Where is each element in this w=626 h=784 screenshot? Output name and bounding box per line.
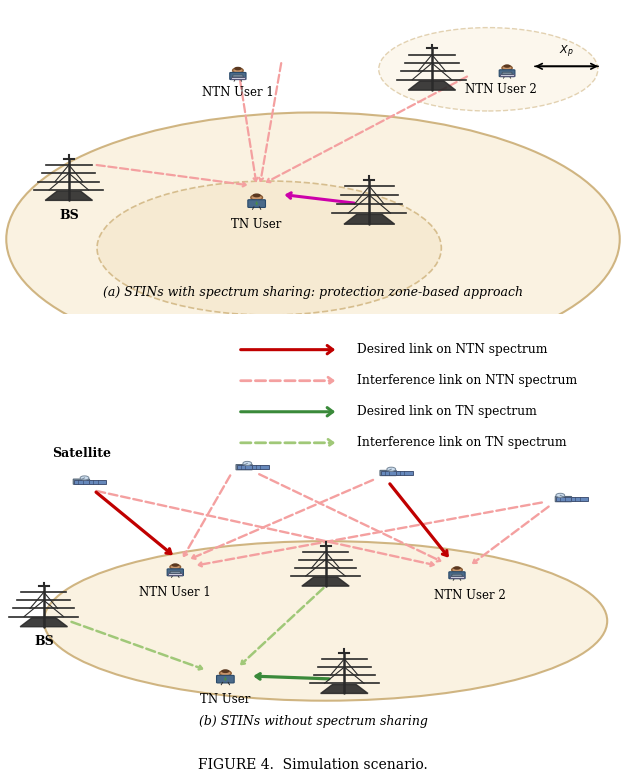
Circle shape bbox=[170, 564, 180, 569]
FancyBboxPatch shape bbox=[449, 572, 465, 579]
FancyBboxPatch shape bbox=[555, 496, 572, 502]
Circle shape bbox=[503, 64, 511, 67]
Text: NTN User 2: NTN User 2 bbox=[434, 589, 505, 602]
FancyBboxPatch shape bbox=[252, 465, 269, 469]
Text: $X_p$: $X_p$ bbox=[559, 44, 574, 60]
Ellipse shape bbox=[379, 27, 598, 111]
Polygon shape bbox=[232, 75, 244, 77]
Text: Desired link on NTN spectrum: Desired link on NTN spectrum bbox=[357, 343, 547, 356]
Text: NTN User 1: NTN User 1 bbox=[202, 85, 274, 99]
Ellipse shape bbox=[97, 181, 441, 315]
Text: FIGURE 4.  Simulation scenario.: FIGURE 4. Simulation scenario. bbox=[198, 758, 428, 772]
FancyBboxPatch shape bbox=[237, 465, 254, 469]
Circle shape bbox=[221, 670, 230, 673]
Polygon shape bbox=[344, 214, 395, 224]
Circle shape bbox=[251, 194, 262, 201]
Circle shape bbox=[502, 66, 512, 71]
Ellipse shape bbox=[6, 113, 620, 365]
FancyBboxPatch shape bbox=[248, 200, 265, 208]
Circle shape bbox=[80, 476, 89, 480]
Circle shape bbox=[252, 194, 261, 198]
Circle shape bbox=[234, 67, 242, 71]
Polygon shape bbox=[20, 618, 68, 626]
Text: BS: BS bbox=[59, 209, 79, 223]
FancyBboxPatch shape bbox=[167, 569, 183, 575]
Ellipse shape bbox=[44, 541, 607, 701]
Text: NTN User 2: NTN User 2 bbox=[465, 83, 536, 96]
Polygon shape bbox=[451, 574, 463, 576]
Polygon shape bbox=[501, 72, 513, 74]
Circle shape bbox=[556, 493, 565, 497]
Text: (b) STINs without spectrum sharing: (b) STINs without spectrum sharing bbox=[198, 715, 428, 728]
FancyBboxPatch shape bbox=[381, 471, 398, 475]
Polygon shape bbox=[255, 201, 258, 205]
Circle shape bbox=[453, 566, 461, 570]
Text: TN User: TN User bbox=[232, 218, 282, 231]
Polygon shape bbox=[321, 684, 368, 694]
Circle shape bbox=[451, 568, 462, 572]
Circle shape bbox=[243, 461, 252, 466]
Polygon shape bbox=[168, 573, 182, 575]
Polygon shape bbox=[224, 677, 227, 681]
Polygon shape bbox=[170, 572, 181, 573]
Text: (a) STINs with spectrum sharing: protection zone-based approach: (a) STINs with spectrum sharing: protect… bbox=[103, 285, 523, 299]
FancyBboxPatch shape bbox=[556, 497, 573, 501]
Polygon shape bbox=[302, 577, 349, 586]
FancyBboxPatch shape bbox=[396, 471, 413, 475]
Text: TN User: TN User bbox=[200, 694, 250, 706]
FancyBboxPatch shape bbox=[73, 479, 90, 485]
Circle shape bbox=[220, 670, 231, 676]
Polygon shape bbox=[45, 191, 93, 201]
Text: Interference link on NTN spectrum: Interference link on NTN spectrum bbox=[357, 374, 577, 387]
Text: BS: BS bbox=[34, 635, 54, 648]
Polygon shape bbox=[450, 576, 464, 579]
Text: Interference link on TN spectrum: Interference link on TN spectrum bbox=[357, 437, 567, 449]
Polygon shape bbox=[231, 77, 245, 79]
FancyBboxPatch shape bbox=[74, 480, 91, 484]
FancyBboxPatch shape bbox=[89, 480, 106, 484]
Text: Desired link on TN spectrum: Desired link on TN spectrum bbox=[357, 405, 536, 418]
FancyBboxPatch shape bbox=[571, 497, 588, 501]
FancyBboxPatch shape bbox=[230, 72, 246, 80]
Circle shape bbox=[387, 467, 396, 471]
FancyBboxPatch shape bbox=[499, 70, 515, 77]
Text: NTN User 1: NTN User 1 bbox=[140, 586, 211, 599]
Text: Satellite: Satellite bbox=[52, 447, 111, 460]
FancyBboxPatch shape bbox=[236, 465, 252, 470]
Circle shape bbox=[172, 564, 179, 567]
Polygon shape bbox=[408, 81, 456, 90]
FancyBboxPatch shape bbox=[380, 470, 396, 476]
Polygon shape bbox=[500, 74, 514, 76]
Circle shape bbox=[233, 68, 243, 73]
FancyBboxPatch shape bbox=[217, 675, 234, 683]
